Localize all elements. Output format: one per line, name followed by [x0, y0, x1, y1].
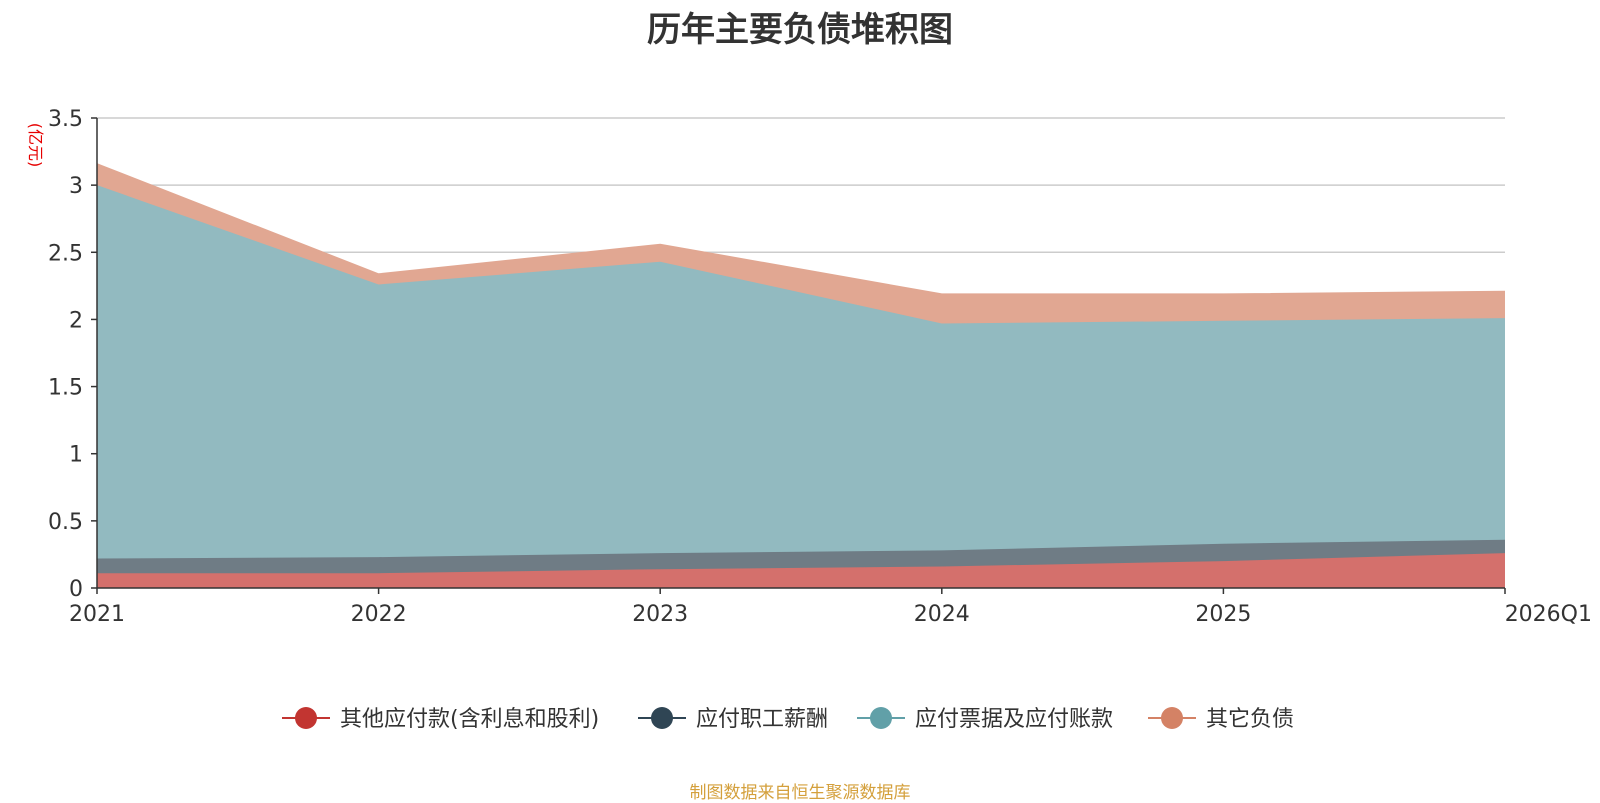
chart-title: 历年主要负债堆积图	[647, 10, 953, 50]
area-series-3	[97, 163, 1505, 324]
axis-layer: 0 0.5 1 1.5 2 2.5 3 3.5 2021 2022 2023 2024 2025 2026…	[26, 107, 1592, 627]
legend-marker-0	[295, 707, 317, 729]
y-tick-label: 1	[69, 443, 83, 468]
x-tick-label: 2021	[69, 602, 125, 627]
area-series-1	[97, 539, 1505, 574]
x-tick-label: 2022	[351, 602, 407, 627]
legend: 其他应付款(含利息和股利) 应付职工薪酬 应付票据及应付账款 其它负债	[282, 707, 1294, 732]
legend-marker-1	[651, 707, 673, 729]
area-series-2	[97, 185, 1505, 559]
y-tick-label: 0.5	[48, 510, 83, 535]
y-tick-label: 0	[69, 577, 83, 602]
area-series-edge-3	[96, 163, 1506, 295]
y-axis-unit-label: (亿元)	[26, 123, 45, 168]
legend-label-0: 其他应付款(含利息和股利)	[340, 707, 599, 732]
x-tick-label: 2026Q1	[1505, 602, 1592, 627]
y-tick-label: 2.5	[48, 241, 83, 266]
legend-label-1: 应付职工薪酬	[696, 707, 828, 732]
x-tick-label: 2025	[1195, 602, 1251, 627]
legend-marker-3	[1161, 707, 1183, 729]
legend-label-2: 应付票据及应付账款	[915, 707, 1113, 732]
y-tick-label: 3	[69, 174, 83, 199]
area-series-0	[97, 553, 1505, 588]
y-tick-label: 3.5	[48, 107, 83, 132]
x-tick-label: 2023	[632, 602, 688, 627]
legend-marker-2	[870, 707, 892, 729]
y-tick-label: 2	[69, 308, 83, 333]
data-source-note: 制图数据来自恒生聚源数据库	[689, 783, 911, 803]
y-tick-label: 1.5	[48, 376, 83, 401]
x-tick-label: 2024	[914, 602, 970, 627]
legend-label-3: 其它负债	[1206, 707, 1294, 732]
area-layer	[96, 163, 1506, 588]
